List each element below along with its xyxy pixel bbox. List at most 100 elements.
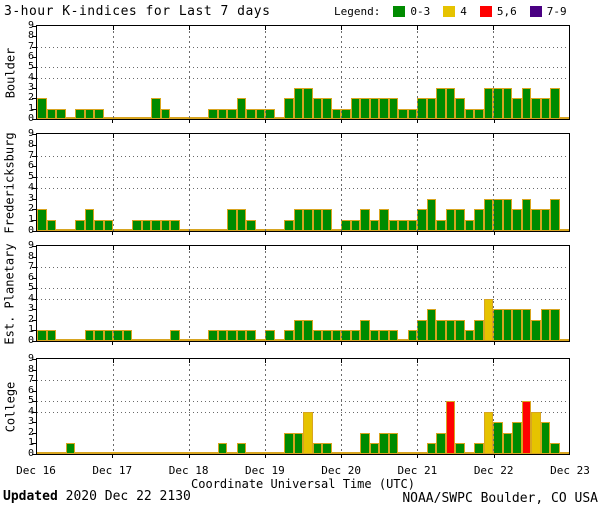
k-bar bbox=[512, 309, 522, 341]
k-bar bbox=[293, 209, 303, 231]
y-tick bbox=[32, 309, 36, 311]
y-tick bbox=[32, 98, 36, 100]
k-bar bbox=[303, 209, 313, 231]
k-bar bbox=[46, 330, 56, 341]
y-tick bbox=[32, 369, 36, 371]
day-tick-bottom bbox=[188, 232, 190, 235]
y-tick-label: 7 bbox=[27, 374, 34, 386]
k-bar bbox=[198, 339, 208, 341]
k-bar bbox=[113, 229, 123, 231]
updated-label: Updated bbox=[3, 489, 58, 504]
day-tick bbox=[265, 26, 266, 30]
k-bar bbox=[103, 330, 113, 341]
y-tick bbox=[32, 67, 36, 69]
y-tick bbox=[32, 422, 36, 424]
k-bar bbox=[417, 209, 427, 231]
k-bar bbox=[531, 98, 541, 119]
day-tick-bottom bbox=[341, 232, 343, 235]
k-bar bbox=[521, 198, 531, 231]
k-bar bbox=[151, 339, 161, 341]
k-bar bbox=[246, 220, 256, 231]
day-tick bbox=[265, 359, 266, 363]
k-bar bbox=[151, 220, 161, 231]
k-bar bbox=[122, 452, 132, 454]
k-bar bbox=[246, 452, 256, 454]
k-bar bbox=[236, 209, 246, 231]
legend-swatch bbox=[393, 6, 406, 17]
k-bar bbox=[274, 339, 284, 341]
k-bar bbox=[84, 209, 94, 231]
y-tick bbox=[32, 177, 36, 179]
y-tick bbox=[32, 77, 36, 79]
k-bar bbox=[540, 98, 550, 119]
k-bar bbox=[559, 229, 569, 231]
k-bar bbox=[303, 319, 313, 341]
chart-title: 3-hour K-indices for Last 7 days bbox=[4, 4, 271, 19]
y-tick bbox=[32, 288, 36, 290]
k-bar bbox=[160, 339, 170, 341]
k-bar bbox=[236, 98, 246, 119]
day-tick bbox=[341, 359, 342, 363]
k-bar bbox=[417, 319, 427, 341]
y-tick-label: 0 bbox=[27, 113, 34, 124]
k-bar bbox=[293, 88, 303, 119]
legend-item-4: 4 bbox=[443, 5, 467, 18]
day-tick-bottom bbox=[112, 232, 114, 235]
k-bar bbox=[122, 229, 132, 231]
y-tick bbox=[32, 411, 36, 413]
k-bar bbox=[208, 229, 218, 231]
k-bar bbox=[521, 401, 531, 454]
k-bar bbox=[217, 108, 227, 119]
k-bar bbox=[379, 432, 389, 454]
x-tick-label-dec-16: Dec 16 bbox=[16, 464, 56, 477]
k-bar bbox=[550, 88, 560, 119]
k-bar bbox=[274, 117, 284, 119]
day-tick-bottom bbox=[493, 342, 495, 345]
k-bar bbox=[369, 98, 379, 119]
updated-value: 2020 Dec 22 2130 bbox=[57, 489, 191, 504]
k-bar bbox=[445, 401, 455, 454]
k-bar bbox=[189, 117, 199, 119]
y-tick-label: 5 bbox=[27, 282, 34, 294]
y-tick-label: 1 bbox=[27, 102, 34, 114]
y-tick-label: 6 bbox=[27, 384, 34, 396]
gridline-day bbox=[341, 246, 342, 341]
k-bar bbox=[255, 108, 265, 119]
k-bar bbox=[255, 339, 265, 341]
k-bar bbox=[141, 452, 151, 454]
k-bar bbox=[103, 117, 113, 119]
k-bar bbox=[350, 330, 360, 341]
k-bar bbox=[303, 411, 313, 454]
day-tick bbox=[417, 359, 418, 363]
y-tick-label: 4 bbox=[27, 71, 34, 83]
y-tick-label: 5 bbox=[27, 171, 34, 183]
panel-fredericksburg bbox=[36, 133, 570, 232]
y-tick-label: 4 bbox=[27, 405, 34, 417]
y-tick bbox=[32, 187, 36, 189]
day-tick-bottom bbox=[341, 455, 343, 458]
k-bar bbox=[75, 108, 85, 119]
day-tick-bottom bbox=[264, 232, 266, 235]
station-label-est-planetary: Est. Planetary bbox=[3, 242, 17, 345]
k-bar bbox=[388, 432, 398, 454]
k-bar bbox=[474, 319, 484, 341]
k-bar bbox=[65, 339, 75, 341]
k-bar bbox=[379, 98, 389, 119]
y-tick-label: 4 bbox=[27, 181, 34, 193]
y-tick bbox=[32, 231, 36, 232]
day-tick bbox=[341, 134, 342, 138]
y-tick bbox=[32, 319, 36, 321]
k-bar bbox=[284, 432, 294, 454]
y-tick bbox=[32, 390, 36, 392]
k-bar bbox=[445, 88, 455, 119]
k-bar bbox=[493, 422, 503, 454]
k-bar bbox=[65, 117, 75, 119]
panel-boulder bbox=[36, 25, 570, 120]
legend-item-label: 0-3 bbox=[410, 5, 431, 18]
k-bar bbox=[274, 229, 284, 231]
y-tick bbox=[32, 155, 36, 157]
k-bar bbox=[350, 220, 360, 231]
k-bar bbox=[331, 330, 341, 341]
k-bar bbox=[483, 298, 493, 341]
k-bar bbox=[521, 88, 531, 119]
